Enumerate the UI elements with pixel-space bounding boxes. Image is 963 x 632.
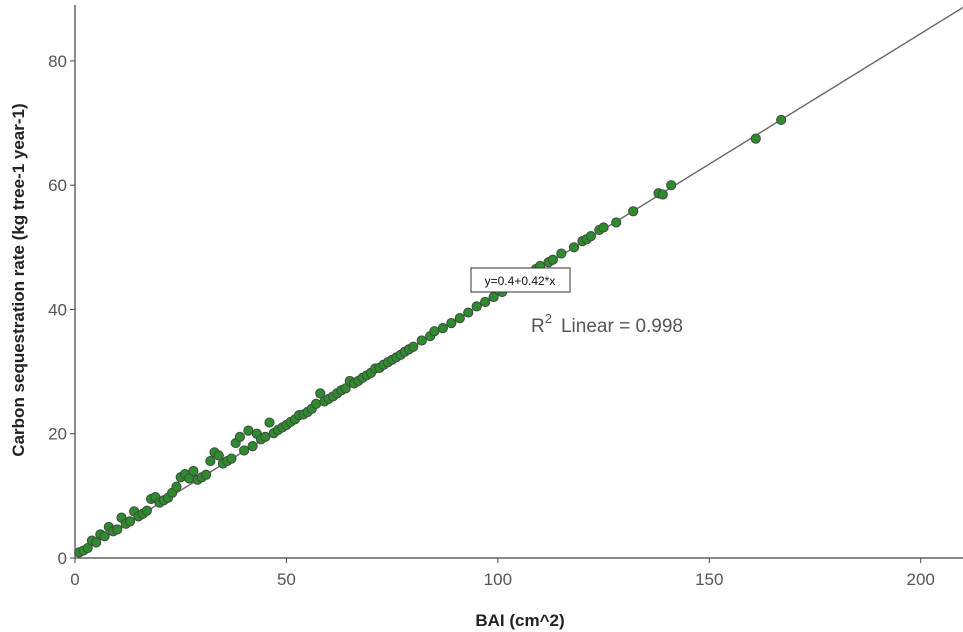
data-point <box>408 341 419 352</box>
data-point <box>463 307 474 318</box>
x-ticks: 0 50 100 150 200 <box>70 558 935 589</box>
data-point <box>82 542 93 554</box>
data-point <box>416 335 427 346</box>
equation-text: y=0.4+0.42*x <box>485 274 556 288</box>
data-point <box>657 189 668 200</box>
data-point <box>437 323 448 334</box>
data-point <box>446 318 457 329</box>
x-tick-label: 200 <box>907 570 935 589</box>
data-point <box>429 326 440 337</box>
x-tick-label: 100 <box>484 570 512 589</box>
data-point <box>598 222 609 233</box>
data-point <box>556 248 567 259</box>
y-tick-label: 20 <box>48 425 67 444</box>
data-point <box>454 313 465 324</box>
data-point <box>239 445 250 456</box>
r2-prefix: R <box>531 316 545 337</box>
y-tick-label: 80 <box>48 52 67 71</box>
data-point <box>547 254 558 265</box>
data-point <box>260 431 271 442</box>
r2-superscript: 2 <box>545 311 552 326</box>
data-point <box>171 481 182 492</box>
data-point <box>213 450 224 461</box>
data-point <box>611 217 622 228</box>
x-tick-label: 0 <box>70 570 79 589</box>
data-point <box>112 524 123 535</box>
y-axis-title: Carbon sequestration rate (kg tree-1 yea… <box>9 103 28 456</box>
x-axis-title: BAI (cm^2) <box>475 611 564 630</box>
y-tick-label: 60 <box>48 176 67 195</box>
r2-value: Linear = 0.998 <box>561 316 683 337</box>
data-point <box>247 441 258 452</box>
data-point <box>200 469 212 480</box>
equation-label: y=0.4+0.42*x <box>470 267 571 293</box>
y-tick-label: 0 <box>58 549 67 568</box>
data-points <box>74 114 787 558</box>
r2-label: R2 Linear = 0.998 <box>531 311 683 337</box>
data-point <box>243 425 254 436</box>
data-point <box>568 242 580 253</box>
axes <box>74 5 963 559</box>
data-point <box>188 465 199 477</box>
data-point <box>471 301 482 312</box>
data-point <box>340 383 351 394</box>
data-point <box>480 296 491 308</box>
data-point <box>205 455 216 467</box>
data-point <box>628 206 639 217</box>
y-tick-label: 40 <box>48 300 67 319</box>
data-point <box>315 388 326 399</box>
x-tick-label: 150 <box>695 570 723 589</box>
data-point <box>488 291 499 303</box>
data-point <box>750 133 761 144</box>
data-point <box>141 505 152 516</box>
y-ticks: 0 20 40 60 80 <box>48 52 75 568</box>
data-point <box>776 114 787 126</box>
data-point <box>124 516 136 527</box>
data-point <box>91 537 102 548</box>
data-point <box>226 453 237 464</box>
data-point <box>310 398 322 410</box>
data-point <box>99 531 110 542</box>
equation-box <box>470 267 571 293</box>
data-point <box>585 231 596 242</box>
data-point <box>264 417 275 428</box>
data-point <box>666 180 677 191</box>
x-tick-label: 50 <box>277 570 296 589</box>
data-point <box>234 431 246 442</box>
